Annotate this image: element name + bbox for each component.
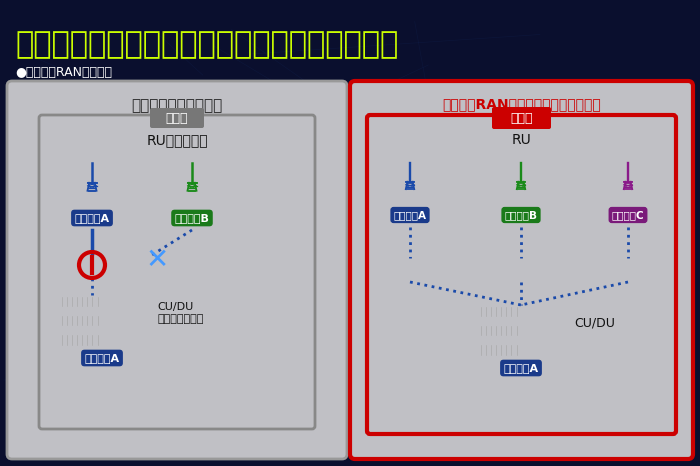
FancyBboxPatch shape — [475, 342, 567, 357]
Circle shape — [125, 299, 130, 304]
Circle shape — [114, 299, 120, 304]
Circle shape — [624, 267, 631, 274]
Circle shape — [523, 347, 528, 352]
Circle shape — [523, 328, 528, 333]
Text: ●オープンRANの仕組み: ●オープンRANの仕組み — [15, 66, 112, 78]
Text: ベンダーB: ベンダーB — [174, 213, 209, 223]
Text: オープンRANに移行した場合の仕組み: オープンRANに移行した場合の仕組み — [442, 97, 601, 111]
Circle shape — [135, 299, 141, 304]
Circle shape — [135, 318, 141, 323]
Circle shape — [114, 337, 120, 342]
Text: 異なるベンダーの機器でも基地局を構築できる: 異なるベンダーの機器でも基地局を構築できる — [15, 30, 398, 60]
FancyBboxPatch shape — [350, 81, 693, 459]
Circle shape — [104, 299, 109, 304]
Circle shape — [104, 318, 109, 323]
FancyBboxPatch shape — [7, 81, 347, 459]
Circle shape — [125, 318, 130, 323]
Circle shape — [125, 337, 130, 342]
Text: 基地局: 基地局 — [166, 111, 188, 124]
Circle shape — [104, 337, 109, 342]
Text: ベンダーA: ベンダーA — [74, 213, 110, 223]
FancyBboxPatch shape — [475, 323, 567, 338]
Circle shape — [554, 347, 560, 352]
Text: ベンダーA: ベンダーA — [503, 363, 538, 373]
Circle shape — [523, 308, 528, 314]
Circle shape — [517, 267, 524, 274]
Text: RU（無線機）: RU（無線機） — [146, 133, 208, 147]
Circle shape — [114, 318, 120, 323]
Circle shape — [544, 328, 550, 333]
Circle shape — [407, 267, 414, 274]
FancyBboxPatch shape — [150, 108, 204, 128]
Circle shape — [554, 308, 560, 314]
Text: CU/DU
（無線制御部）: CU/DU （無線制御部） — [157, 302, 204, 324]
Text: ベンダーB: ベンダーB — [505, 210, 538, 220]
Text: 基地局: 基地局 — [510, 111, 533, 124]
Text: CU/DU: CU/DU — [574, 316, 615, 329]
Text: ベンダーA: ベンダーA — [393, 210, 426, 220]
Circle shape — [533, 328, 539, 333]
Text: ベンダーA: ベンダーA — [85, 353, 120, 363]
Circle shape — [544, 308, 550, 314]
Circle shape — [533, 347, 539, 352]
Text: RU: RU — [512, 133, 531, 147]
Circle shape — [554, 328, 560, 333]
Text: ベンダーC: ベンダーC — [612, 210, 644, 220]
FancyBboxPatch shape — [492, 107, 551, 129]
Text: ✕: ✕ — [146, 246, 169, 274]
Text: 従来の基地局の仕組み: 従来の基地局の仕組み — [132, 98, 223, 114]
Circle shape — [135, 337, 141, 342]
FancyBboxPatch shape — [56, 294, 148, 308]
FancyBboxPatch shape — [475, 304, 567, 319]
FancyBboxPatch shape — [56, 313, 148, 328]
Circle shape — [533, 308, 539, 314]
FancyBboxPatch shape — [56, 332, 148, 347]
Circle shape — [544, 347, 550, 352]
